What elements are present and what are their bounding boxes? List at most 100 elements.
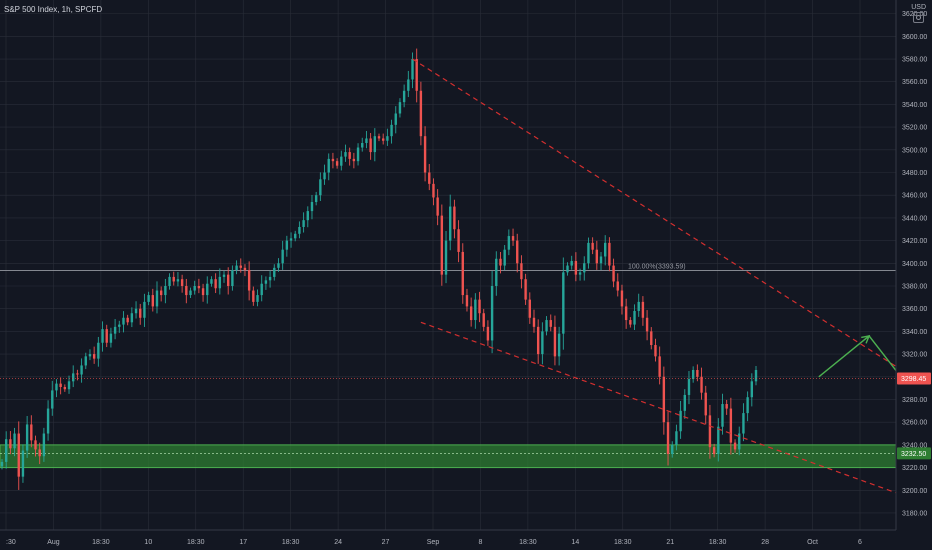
candle[interactable] xyxy=(147,291,150,306)
candle[interactable] xyxy=(469,297,473,327)
candle[interactable] xyxy=(126,314,129,326)
candle[interactable] xyxy=(256,289,259,307)
candle[interactable] xyxy=(700,367,703,400)
symbol-title[interactable]: S&P 500 Index, 1h, SPCFD xyxy=(4,5,103,14)
candle[interactable] xyxy=(524,273,527,305)
candle[interactable] xyxy=(218,268,222,295)
candle[interactable] xyxy=(671,441,674,458)
candle[interactable] xyxy=(340,150,343,171)
candle[interactable] xyxy=(624,298,628,329)
candle[interactable] xyxy=(490,271,494,354)
candle[interactable] xyxy=(658,346,661,385)
candle[interactable] xyxy=(591,237,594,255)
candle[interactable] xyxy=(650,327,653,350)
candle[interactable] xyxy=(595,240,599,270)
candle[interactable] xyxy=(298,221,301,239)
candle[interactable] xyxy=(394,106,397,134)
candle[interactable] xyxy=(654,338,657,362)
candle[interactable] xyxy=(214,273,217,294)
candle[interactable] xyxy=(536,319,540,364)
candle[interactable] xyxy=(503,245,506,271)
candle[interactable] xyxy=(704,385,707,425)
candle[interactable] xyxy=(46,400,50,441)
candle[interactable] xyxy=(712,443,716,458)
candle[interactable] xyxy=(570,255,573,270)
candle[interactable] xyxy=(155,281,159,314)
candle[interactable] xyxy=(193,280,196,295)
candle[interactable] xyxy=(323,164,326,185)
candle[interactable] xyxy=(88,349,92,361)
candle[interactable] xyxy=(482,308,485,332)
candle[interactable] xyxy=(574,252,578,282)
candle[interactable] xyxy=(59,377,62,395)
candle[interactable] xyxy=(38,442,41,465)
candle[interactable] xyxy=(557,326,561,366)
candle[interactable] xyxy=(122,311,125,333)
candle[interactable] xyxy=(239,258,242,273)
candle[interactable] xyxy=(633,304,636,331)
candle[interactable] xyxy=(407,70,410,98)
candle[interactable] xyxy=(457,220,460,263)
candle[interactable] xyxy=(419,81,423,146)
candle[interactable] xyxy=(386,128,389,146)
candle[interactable] xyxy=(683,389,686,419)
candle[interactable] xyxy=(520,255,523,289)
candle[interactable] xyxy=(294,230,297,242)
candle[interactable] xyxy=(486,320,490,346)
candle[interactable] xyxy=(608,237,611,272)
candle[interactable] xyxy=(210,276,213,287)
candle[interactable] xyxy=(541,322,544,365)
candle[interactable] xyxy=(84,352,87,370)
candle[interactable] xyxy=(662,366,666,435)
candle[interactable] xyxy=(130,307,134,328)
candle[interactable] xyxy=(411,52,414,89)
candle[interactable] xyxy=(361,137,364,152)
candle[interactable] xyxy=(319,172,322,201)
candle[interactable] xyxy=(675,424,678,451)
candle[interactable] xyxy=(231,265,234,291)
candle[interactable] xyxy=(612,258,615,288)
candle[interactable] xyxy=(687,371,691,405)
candle[interactable] xyxy=(201,283,205,302)
candle[interactable] xyxy=(369,133,372,160)
candle[interactable] xyxy=(729,397,733,455)
candle[interactable] xyxy=(247,261,251,301)
candle[interactable] xyxy=(268,270,272,288)
candle[interactable] xyxy=(637,293,640,317)
candle[interactable] xyxy=(302,212,305,233)
candle[interactable] xyxy=(335,158,339,169)
candle[interactable] xyxy=(168,273,171,290)
candle[interactable] xyxy=(235,260,238,275)
candle[interactable] xyxy=(176,272,180,287)
candle[interactable] xyxy=(721,393,724,435)
candle[interactable] xyxy=(306,206,309,228)
candle[interactable] xyxy=(587,237,590,269)
candle[interactable] xyxy=(511,228,515,246)
candle[interactable] xyxy=(352,152,356,169)
candle[interactable] xyxy=(474,293,477,329)
candle[interactable] xyxy=(227,267,230,295)
candle[interactable] xyxy=(97,336,100,367)
candle[interactable] xyxy=(436,189,439,226)
candle[interactable] xyxy=(51,380,54,416)
candle[interactable] xyxy=(641,296,645,326)
candle[interactable] xyxy=(616,273,619,297)
candle[interactable] xyxy=(465,288,469,312)
candle[interactable] xyxy=(273,264,276,281)
candle[interactable] xyxy=(327,153,330,181)
candle[interactable] xyxy=(583,256,586,281)
candle[interactable] xyxy=(25,415,29,458)
candle[interactable] xyxy=(461,243,464,304)
candle[interactable] xyxy=(222,270,226,283)
candle[interactable] xyxy=(495,251,498,296)
candle[interactable] xyxy=(645,310,649,341)
candle[interactable] xyxy=(708,404,712,459)
candle[interactable] xyxy=(356,143,360,166)
candle[interactable] xyxy=(444,230,448,284)
candle[interactable] xyxy=(402,84,406,108)
candle[interactable] xyxy=(432,178,435,206)
candle[interactable] xyxy=(562,257,565,350)
candle[interactable] xyxy=(566,262,569,276)
candle[interactable] xyxy=(381,133,385,145)
